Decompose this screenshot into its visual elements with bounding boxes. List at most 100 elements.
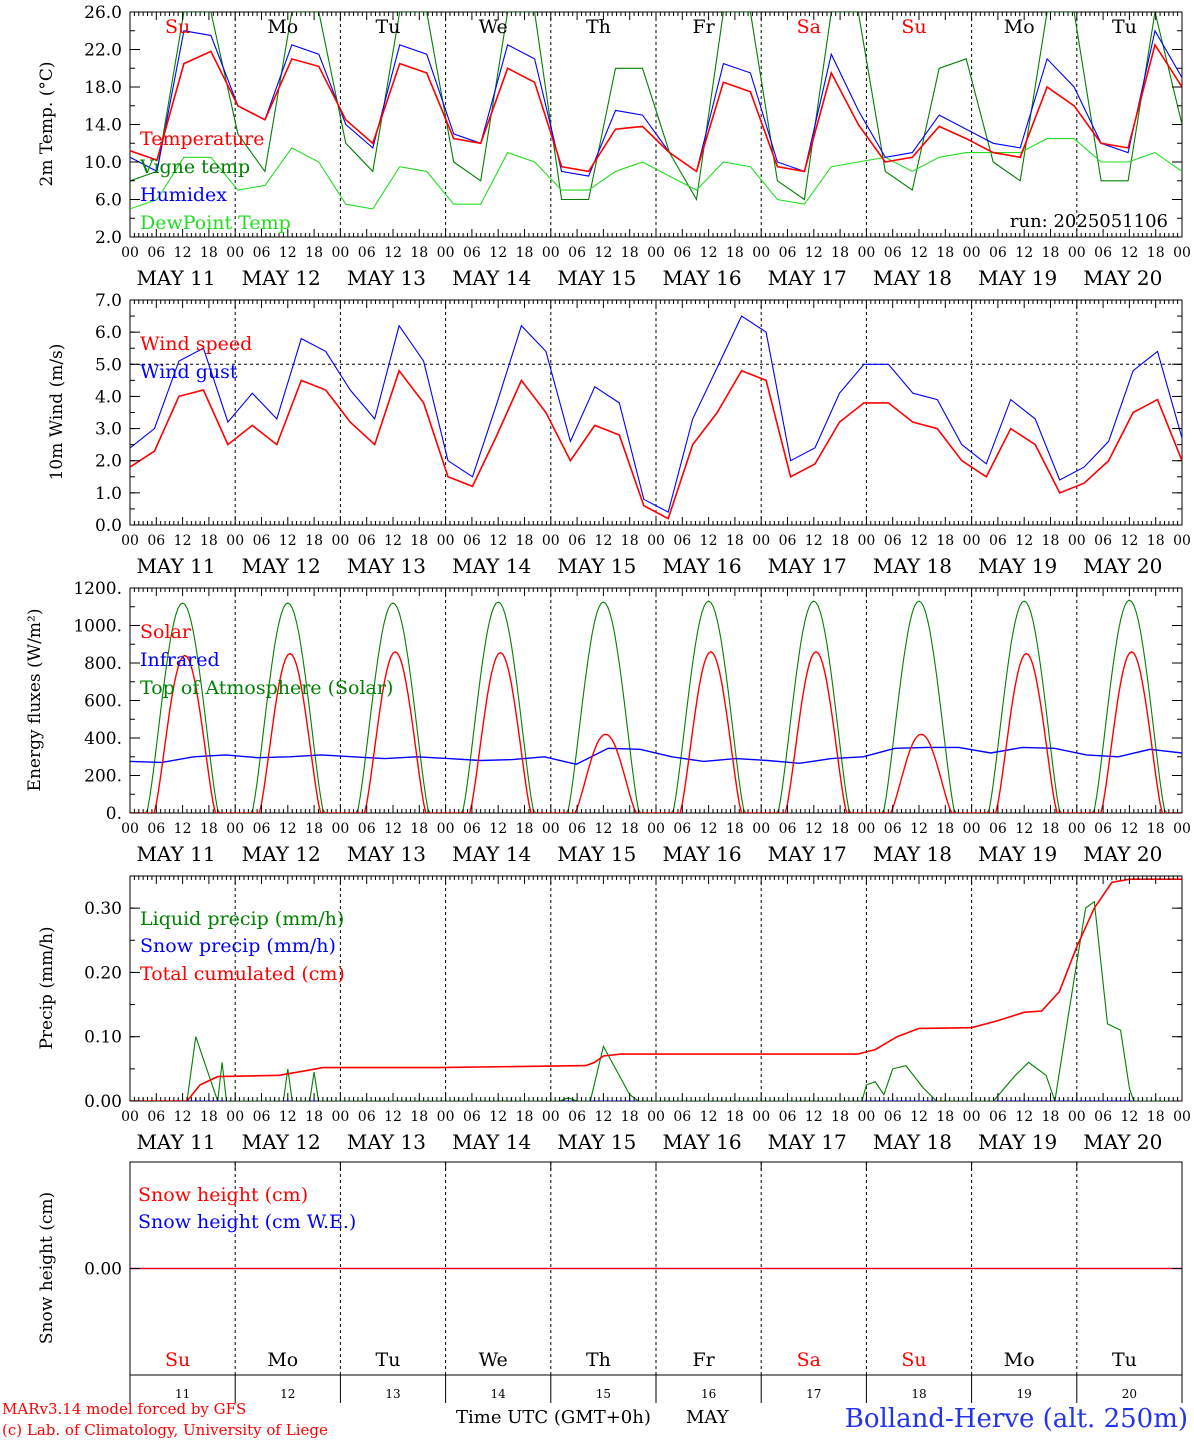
x-hour-label: 12 [910,533,928,549]
x-date-label: MAY 18 [873,842,952,866]
energy-grid [234,588,1078,813]
x-hour-label: 06 [253,821,271,837]
day-number: 12 [280,1387,295,1401]
x-hour-label: 18 [1147,1109,1165,1125]
x-hour-label: 12 [174,821,192,837]
x-hour-label: 06 [1094,245,1112,261]
x-hour-label: 12 [594,821,612,837]
legend-liquid-precip: Liquid precip (mm/h) [140,908,344,930]
day-name: Th [586,16,611,38]
day-name: Su [165,16,190,38]
snow-panel: 0.00 Snow height (cm) Snow height (cm) S… [37,1161,1183,1403]
x-hour-label: 00 [963,245,981,261]
legend-solar: Solar [140,621,192,643]
x-date-label: MAY 16 [662,842,741,866]
x-date-label: MAY 13 [347,554,426,578]
x-hour-label: 00 [752,533,770,549]
x-date-label: MAY 18 [873,1130,952,1154]
x-hour-label: 18 [200,533,218,549]
x-hour-label: 00 [752,245,770,261]
snow-y-axis-label: Snow height (cm) [37,1192,57,1344]
y-tick-label: 0.20 [84,963,122,983]
x-hour-label: 06 [147,821,165,837]
x-date-label: MAY 12 [242,266,321,290]
x-hour-label: 00 [647,821,665,837]
series-line-temperature [130,42,1182,173]
x-hour-label: 06 [358,821,376,837]
x-hour-label: 18 [200,245,218,261]
time-axis-title: Time UTC (GMT+0h) [456,1407,651,1428]
x-hour-label: 18 [516,245,534,261]
legend-wind-speed: Wind speed [140,333,252,355]
x-hour-label: 18 [726,533,744,549]
x-hour-label: 00 [542,821,560,837]
x-date-label: MAY 13 [347,1130,426,1154]
day-name: Mo [1004,1349,1035,1371]
precip-x-labels: 00 06 12 18 MAY 11 00 06 12 18 MAY 12 00 06 12 18 MAY … [121,1109,1191,1154]
x-hour-label: 00 [647,533,665,549]
x-date-label: MAY 20 [1083,266,1162,290]
x-date-label: MAY 19 [978,266,1057,290]
x-hour-label: 00 [121,245,139,261]
x-hour-label: 12 [279,245,297,261]
y-tick-label: 200. [84,767,122,787]
x-hour-label: 06 [989,245,1007,261]
x-hour-label: 06 [147,245,165,261]
x-date-label: MAY 11 [136,842,215,866]
x-date-label: MAY 12 [242,842,321,866]
day-name: Tu [376,1349,401,1371]
x-date-label: MAY 12 [242,554,321,578]
x-hour-label: 12 [174,1109,192,1125]
x-hour-label: 12 [594,1109,612,1125]
x-hour-label: 12 [700,245,718,261]
x-hour-label: 12 [1120,821,1138,837]
x-hour-label: 18 [516,533,534,549]
x-hour-label: 18 [936,1109,954,1125]
x-hour-label: 18 [410,245,428,261]
x-date-label: MAY 17 [768,842,847,866]
x-hour-label: 00 [121,1109,139,1125]
x-hour-label: 00 [752,1109,770,1125]
x-hour-label: 18 [726,821,744,837]
x-hour-label: 00 [752,821,770,837]
x-hour-label: 12 [594,533,612,549]
x-hour-label: 00 [542,245,560,261]
x-hour-label: 18 [410,821,428,837]
x-hour-label: 06 [779,1109,797,1125]
x-hour-label: 12 [489,821,507,837]
legend-humidex: Humidex [140,184,227,206]
x-hour-label: 00 [437,821,455,837]
energy-x-labels: 00 06 12 18 MAY 11 00 06 12 18 MAY 12 00 06 12 18 MAY … [121,821,1191,866]
x-hour-label: 06 [358,533,376,549]
x-hour-label: 18 [936,245,954,261]
x-hour-label: 18 [305,1109,323,1125]
x-hour-label: 06 [673,821,691,837]
temperature-panel: 2.0 6.0 10.0 14.0 18.0 22.0 26.0 2m Temp. (°C)… [37,3,1191,290]
x-hour-label: 06 [147,533,165,549]
series-line-vigne-temp [130,12,1182,202]
legend-snow-height: Snow height (cm) [138,1184,308,1206]
x-date-label: MAY 14 [452,842,531,866]
x-hour-label: 12 [279,533,297,549]
x-hour-label: 06 [779,245,797,261]
x-date-label: MAY 13 [347,266,426,290]
y-tick-label: 0.10 [84,1028,122,1048]
x-hour-label: 06 [253,245,271,261]
x-hour-label: 12 [174,245,192,261]
x-hour-label: 06 [884,821,902,837]
legend-snow-precip: Snow precip (mm/h) [140,935,336,957]
series-line-infrared [130,746,1182,766]
x-hour-label: 18 [1147,533,1165,549]
x-hour-label: 00 [963,533,981,549]
x-date-label: MAY 20 [1083,554,1162,578]
x-hour-label: 12 [700,821,718,837]
x-hour-label: 06 [568,1109,586,1125]
x-hour-label: 00 [331,245,349,261]
y-tick-label: 400. [84,729,122,749]
month-label: MAY [686,1407,730,1428]
day-name: Mo [1004,16,1035,38]
x-hour-label: 06 [253,1109,271,1125]
x-hour-label: 18 [1042,1109,1060,1125]
x-hour-label: 06 [463,533,481,549]
